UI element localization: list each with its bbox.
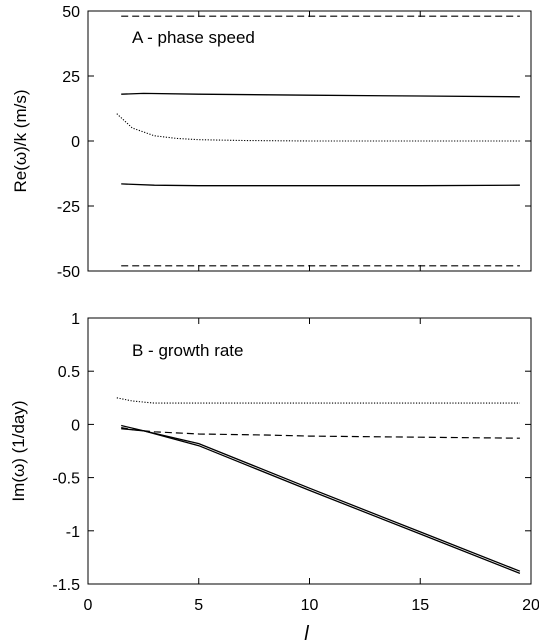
y-tick-label: 50 (62, 4, 80, 21)
panel-b-title: B - growth rate (132, 341, 244, 360)
x-tick-label: 10 (301, 597, 319, 614)
panel-a-phase-speed: 50 25 0 -25 -50 Re(ω)/k (m/s) A - phase speed (11, 4, 532, 281)
y-tick-label: -1 (66, 524, 80, 541)
x-tick-label: 0 (84, 597, 93, 614)
x-tick-label: 15 (411, 597, 429, 614)
y-tick-label: 0 (71, 417, 80, 434)
x-axis-label: l (304, 623, 309, 643)
panel-a-y-axis-label: Re(ω)/k (m/s) (11, 90, 30, 193)
panel-a-title: A - phase speed (132, 28, 255, 47)
series-line-solid (121, 92, 520, 98)
series-line-solid (121, 183, 520, 187)
y-tick-label: 25 (62, 69, 80, 86)
y-tick-label: 1 (71, 311, 80, 328)
y-tick-label: -1.5 (52, 577, 80, 594)
y-tick-label: 0.5 (58, 364, 80, 381)
x-tick-label: 20 (522, 597, 539, 614)
y-tick-label: -0.5 (52, 471, 80, 488)
y-tick-label: 0 (71, 134, 80, 151)
series-line-dashed (121, 427, 520, 439)
series-line-dotted (116, 397, 520, 404)
series-line-solid (121, 424, 521, 575)
series-line-dotted (116, 113, 520, 142)
y-tick-label: -25 (57, 199, 80, 216)
panel-b-y-axis-label: Im(ω) (1/day) (9, 400, 28, 501)
x-tick-label: 5 (194, 597, 203, 614)
y-tick-label: -50 (57, 264, 80, 281)
